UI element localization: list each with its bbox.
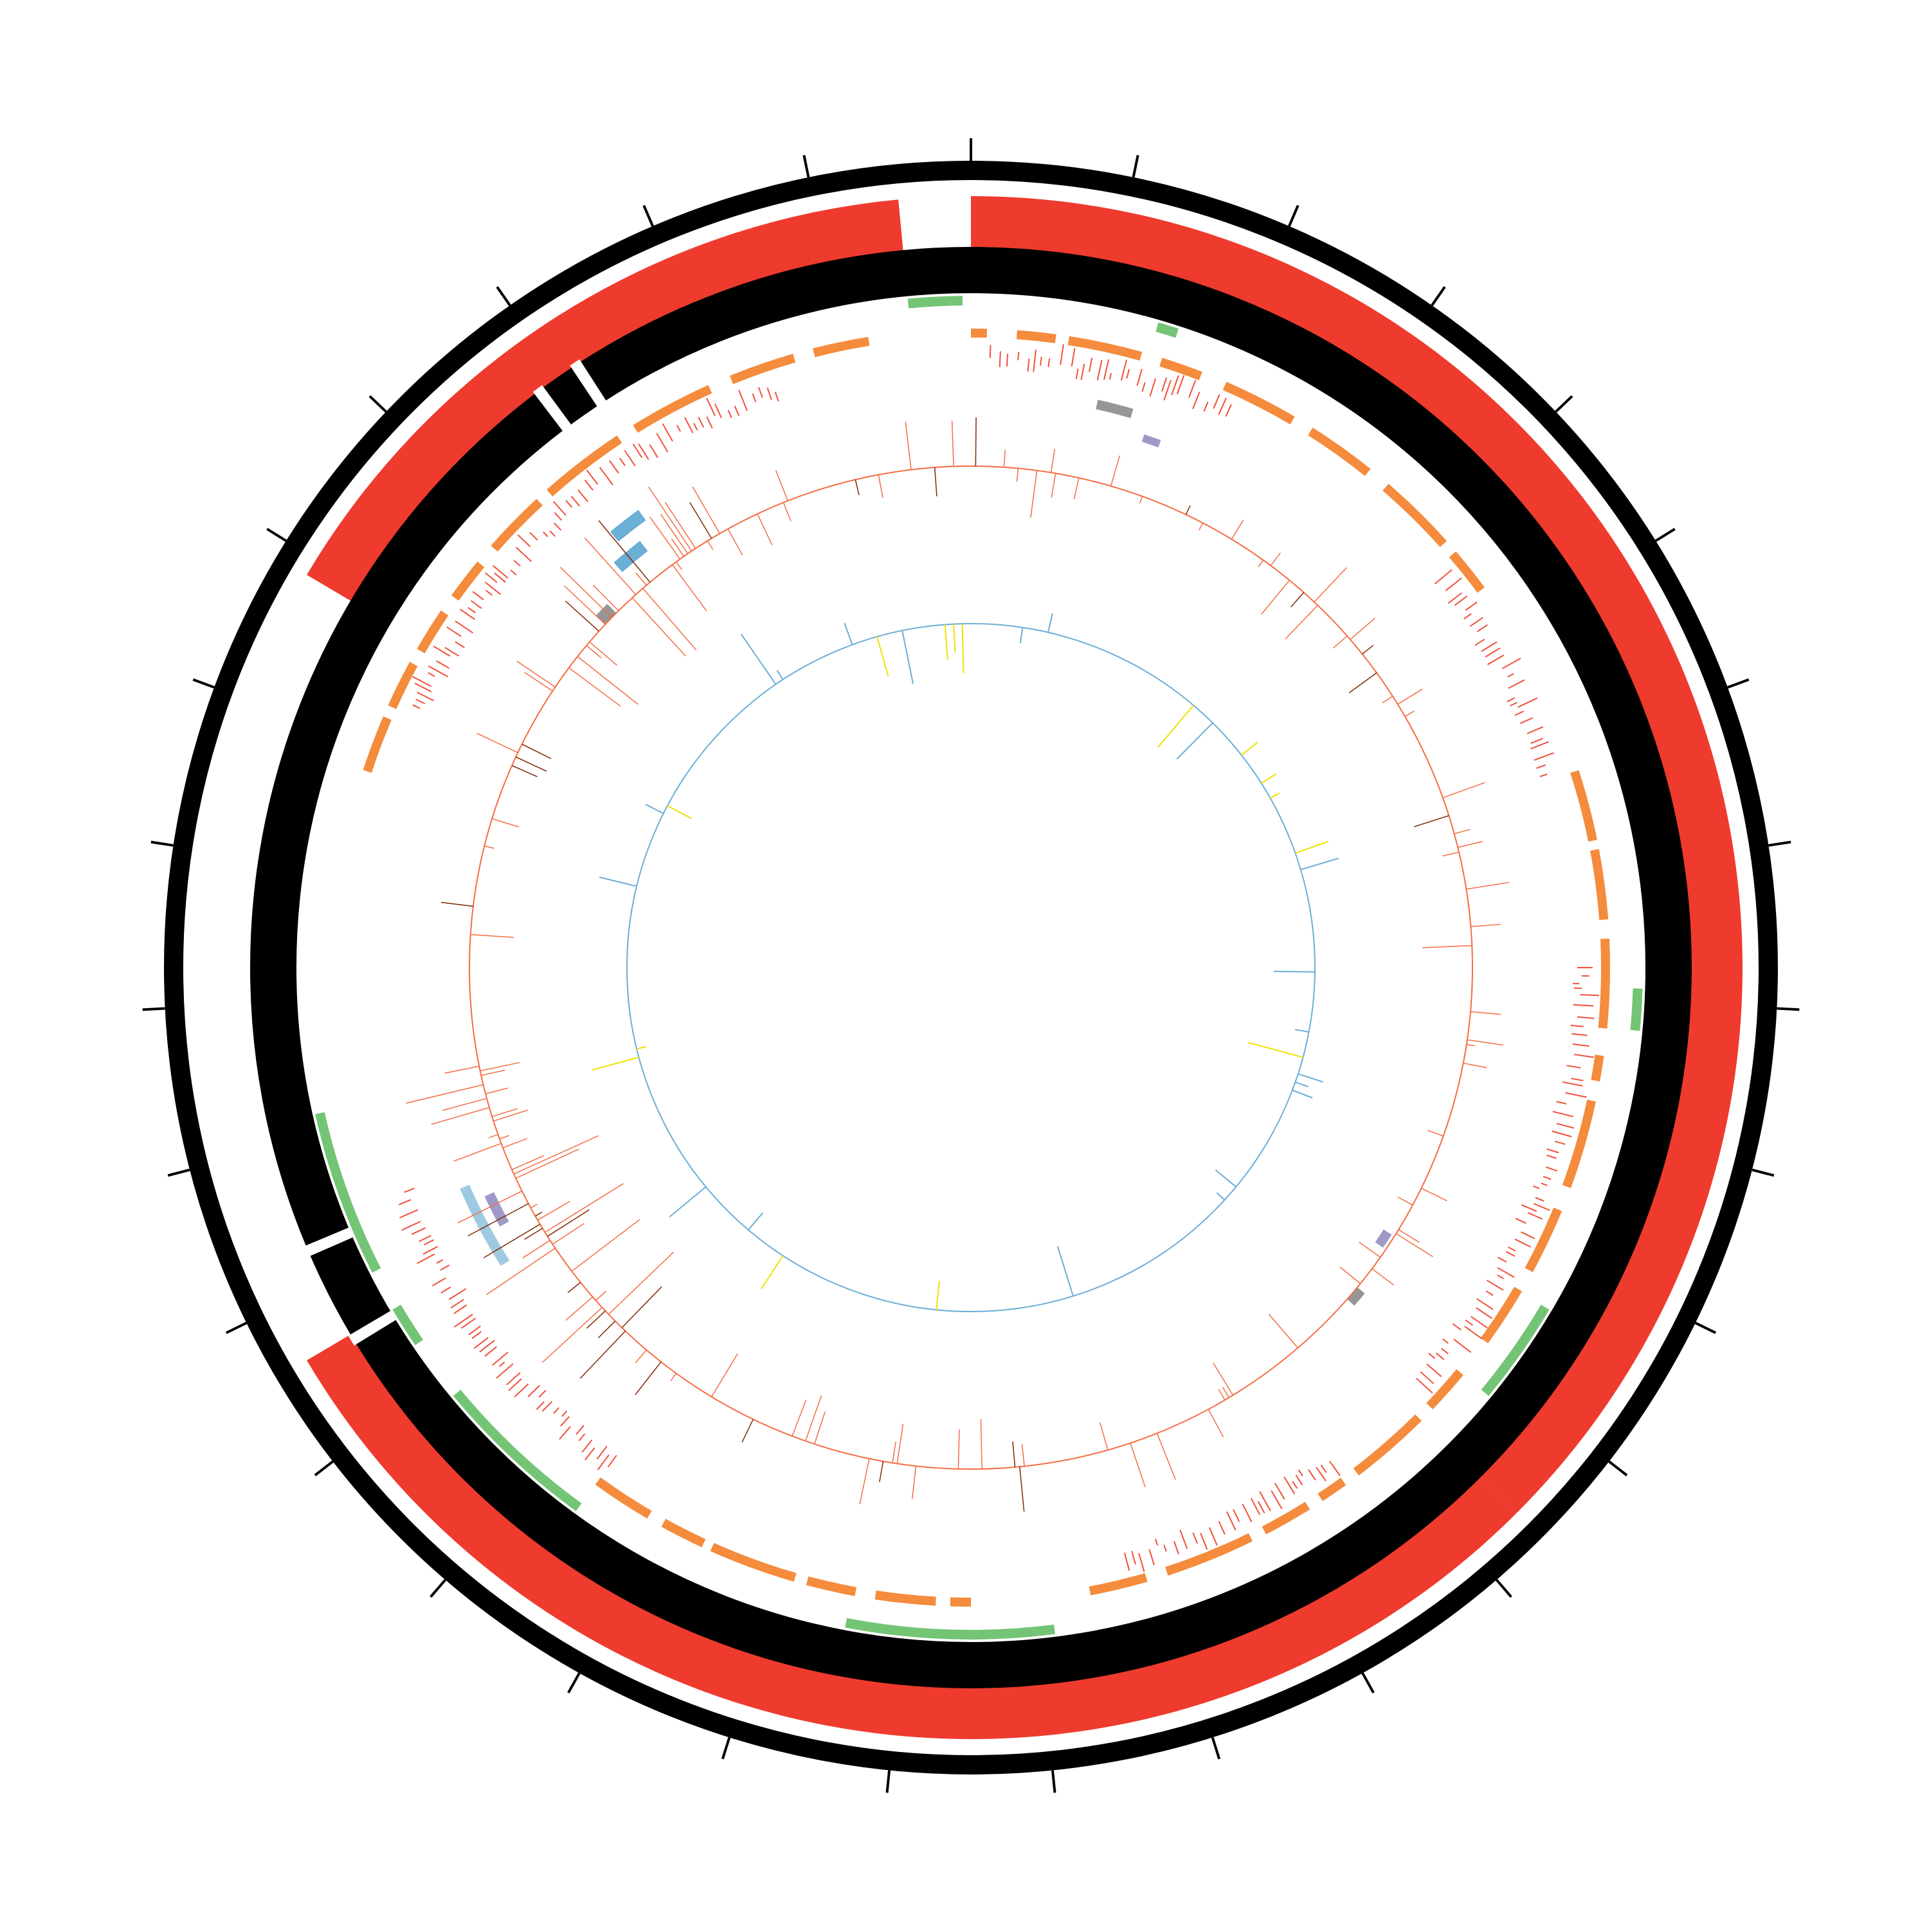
inner-spike	[1274, 971, 1315, 972]
ideogram-tick	[1777, 1009, 1799, 1010]
red-tick	[1007, 354, 1008, 366]
orange-segment	[950, 1597, 971, 1607]
ideogram-tick	[143, 1009, 165, 1010]
red-tick	[990, 345, 991, 358]
orange-segment	[971, 329, 987, 338]
red-tick	[1000, 351, 1001, 367]
red-tick	[1018, 352, 1019, 361]
histogram-bar	[975, 417, 976, 466]
